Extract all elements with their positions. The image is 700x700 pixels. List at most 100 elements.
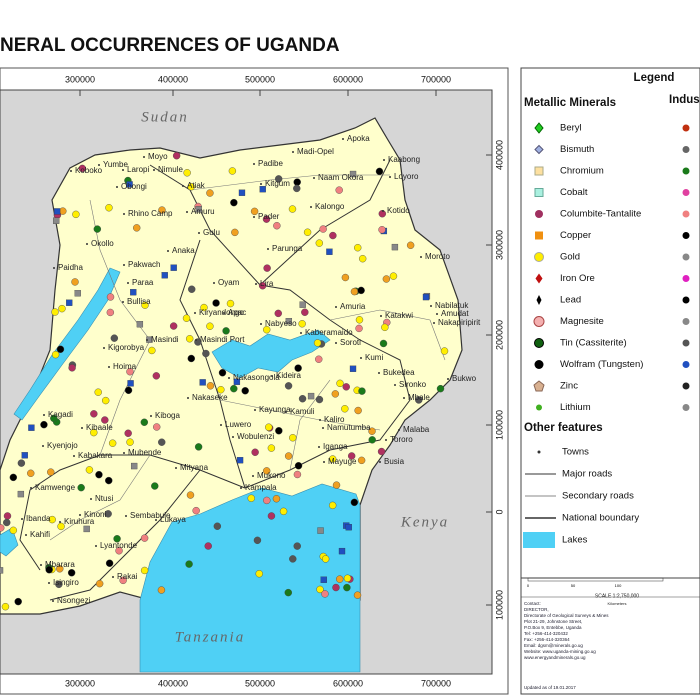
legend-symbol bbox=[523, 532, 555, 548]
town-dot bbox=[403, 397, 405, 399]
road bbox=[219, 399, 381, 431]
deposit-symbol bbox=[56, 565, 64, 573]
deposit-symbol bbox=[350, 498, 359, 507]
secondary-roads bbox=[49, 174, 446, 541]
deposit-symbol bbox=[206, 189, 214, 197]
town-label: Kiboga bbox=[155, 411, 180, 420]
deposit-symbol bbox=[353, 591, 362, 599]
contact-line: Website: www.uganda-mining.go.ug bbox=[524, 649, 596, 654]
town-label: Pakwach bbox=[128, 260, 160, 269]
deposit-symbol bbox=[3, 518, 11, 527]
town-label: Rakai bbox=[117, 572, 138, 581]
lake-victoria bbox=[139, 483, 361, 673]
town-label: Gulu bbox=[203, 228, 220, 237]
town-label: Malaba bbox=[403, 425, 430, 434]
deposit-symbol bbox=[343, 583, 351, 592]
town-dot bbox=[447, 378, 449, 380]
deposit-symbol bbox=[241, 387, 249, 395]
road bbox=[149, 164, 411, 489]
town-label: Obongi bbox=[121, 182, 147, 191]
town-dot bbox=[112, 576, 114, 578]
deposit-symbol bbox=[307, 392, 315, 400]
deposit-symbol bbox=[57, 522, 65, 531]
town-label: Kotido bbox=[387, 206, 410, 215]
deposit-symbol bbox=[250, 207, 259, 216]
deposit-symbol bbox=[183, 169, 191, 177]
deposit-symbol bbox=[93, 225, 102, 233]
deposit-symbol bbox=[255, 570, 263, 578]
town-label: Kayunga bbox=[259, 405, 291, 414]
deposit-symbol bbox=[258, 282, 267, 290]
town-label: Mukono bbox=[257, 471, 286, 480]
deposit-symbol bbox=[289, 434, 297, 442]
town-dot bbox=[310, 206, 312, 208]
deposit-symbol bbox=[273, 222, 281, 230]
deposit-symbol bbox=[200, 303, 208, 312]
easting-label: 500000 bbox=[245, 74, 275, 84]
deposit-symbol bbox=[187, 183, 195, 191]
town-dot bbox=[153, 169, 155, 171]
town-label: Paidha bbox=[58, 263, 83, 272]
town-label: Isingiro bbox=[53, 578, 79, 587]
town-label: Amudat bbox=[441, 309, 469, 318]
contact-line: Contact: bbox=[524, 601, 541, 606]
deposit-symbol bbox=[436, 384, 445, 393]
deposit-symbol bbox=[293, 184, 301, 193]
deposit-symbol bbox=[72, 210, 80, 219]
deposit-symbol bbox=[231, 228, 239, 237]
town-dot bbox=[260, 323, 262, 325]
deposit-symbol bbox=[21, 452, 28, 459]
road bbox=[49, 454, 151, 541]
deposit-symbol bbox=[285, 318, 293, 325]
easting-label: 300000 bbox=[65, 678, 95, 688]
town-label: Soroti bbox=[340, 338, 361, 347]
contact-line: Email: dgsm@minerals.go.ug bbox=[524, 643, 583, 648]
deposit-symbol bbox=[298, 320, 306, 328]
deposit-symbol bbox=[293, 178, 301, 186]
easting-label: 600000 bbox=[333, 74, 363, 84]
town-dot bbox=[389, 176, 391, 178]
deposit-symbol bbox=[157, 586, 166, 594]
town-label: Mubende bbox=[128, 448, 162, 457]
deposit-symbol bbox=[3, 512, 12, 520]
deposit-symbol bbox=[48, 515, 56, 524]
town-dot bbox=[86, 243, 88, 245]
deposit-symbol bbox=[267, 512, 276, 520]
deposit-symbol bbox=[289, 555, 297, 563]
town-dot bbox=[318, 446, 320, 448]
town-label: Sironko bbox=[399, 380, 427, 389]
town-dot bbox=[150, 415, 152, 417]
industrial-symbol bbox=[682, 382, 690, 390]
town-label: Ntusi bbox=[95, 494, 113, 503]
deposit-symbol bbox=[357, 286, 365, 295]
deposit-symbol bbox=[67, 569, 76, 577]
town-label: Busia bbox=[384, 457, 405, 466]
deposit-symbol bbox=[130, 289, 137, 296]
town-dot bbox=[122, 169, 124, 171]
deposit-symbol bbox=[267, 444, 276, 452]
town-label: Hoima bbox=[113, 362, 137, 371]
deposit-symbol bbox=[378, 210, 387, 218]
deposit-symbol bbox=[379, 339, 388, 348]
scale-text: SCALE 1:2,750,000 bbox=[595, 593, 639, 599]
deposit-symbol bbox=[345, 524, 352, 531]
deposit-symbol bbox=[126, 368, 134, 376]
town-label: Laropi bbox=[127, 165, 149, 174]
deposit-symbol bbox=[321, 590, 329, 598]
town-label: Pader bbox=[258, 212, 280, 221]
deposit-symbol bbox=[313, 339, 322, 347]
deposit-symbol bbox=[106, 308, 115, 317]
town-label: Mayuge bbox=[328, 457, 357, 466]
deposit-symbol bbox=[212, 299, 220, 307]
easting-label: 400000 bbox=[158, 678, 188, 688]
legend-symbol bbox=[536, 404, 542, 411]
legend-label: Major roads bbox=[562, 469, 612, 480]
deposit-symbol bbox=[326, 248, 333, 255]
town-label: Kamwenge bbox=[35, 483, 76, 492]
legend-label: Iron Ore bbox=[560, 273, 595, 284]
northing-label: 400000 bbox=[494, 140, 504, 170]
deposit-symbol bbox=[335, 186, 343, 194]
town-dot bbox=[122, 301, 124, 303]
deposit-symbol bbox=[331, 390, 340, 398]
deposit-symbol bbox=[9, 473, 18, 482]
